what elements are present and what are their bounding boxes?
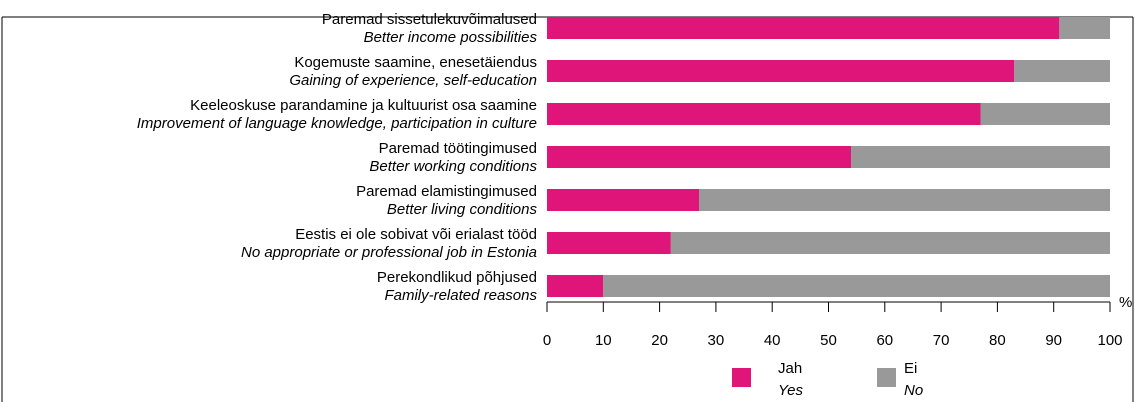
category-label-en: Better living conditions (387, 201, 538, 218)
bar-segment (1059, 17, 1110, 39)
bar-segment (547, 146, 852, 168)
x-tick-label: 90 (1045, 332, 1062, 349)
category-label: Keeleoskuse parandamine ja kultuurist os… (190, 97, 537, 114)
category-label-en: Better income possibilities (364, 29, 538, 46)
bar-segment (547, 17, 1060, 39)
category-label-en: Better working conditions (369, 158, 537, 175)
category-label: Paremad elamistingimused (356, 183, 537, 200)
bar-segment (547, 103, 981, 125)
x-tick-label: 20 (651, 332, 668, 349)
legend-label: Ei (904, 360, 917, 377)
bar-segment (699, 189, 1110, 211)
category-label: Paremad töötingimused (379, 140, 537, 157)
category-label-en: Improvement of language knowledge, parti… (137, 115, 537, 132)
bar-segment (1014, 60, 1110, 82)
x-tick-label: 10 (595, 332, 612, 349)
x-tick-label: 60 (876, 332, 893, 349)
bar-segment (603, 275, 1110, 297)
x-tick-label: 70 (933, 332, 950, 349)
category-label-en: Gaining of experience, self-education (289, 72, 537, 89)
bar-segment (547, 60, 1015, 82)
bar-segment (980, 103, 1110, 125)
bar-segment (851, 146, 1110, 168)
x-tick-label: 100 (1097, 332, 1122, 349)
x-tick-label: 40 (764, 332, 781, 349)
legend-swatch (877, 368, 896, 387)
category-label: Paremad sissetulekuvõimalused (322, 11, 537, 28)
x-tick-label: 80 (989, 332, 1006, 349)
bar-segment (547, 189, 700, 211)
category-label: Perekondlikud põhjused (377, 269, 537, 286)
x-tick-label: 0 (543, 332, 551, 349)
category-label-en: No appropriate or professional job in Es… (241, 244, 537, 261)
x-unit: % (1119, 294, 1132, 311)
category-label: Eestis ei ole sobivat või erialast tööd (295, 226, 537, 243)
bar-segment (547, 275, 604, 297)
legend-label: Jah (778, 360, 802, 377)
category-label-en: Family-related reasons (384, 287, 537, 304)
x-tick-label: 30 (708, 332, 725, 349)
x-tick-label: 50 (820, 332, 837, 349)
legend-swatch (732, 368, 751, 387)
legend-label-en: Yes (778, 382, 804, 399)
category-label: Kogemuste saamine, enesetäiendus (294, 54, 537, 71)
bar-segment (547, 232, 671, 254)
bar-segment (670, 232, 1110, 254)
legend-label-en: No (904, 382, 923, 399)
